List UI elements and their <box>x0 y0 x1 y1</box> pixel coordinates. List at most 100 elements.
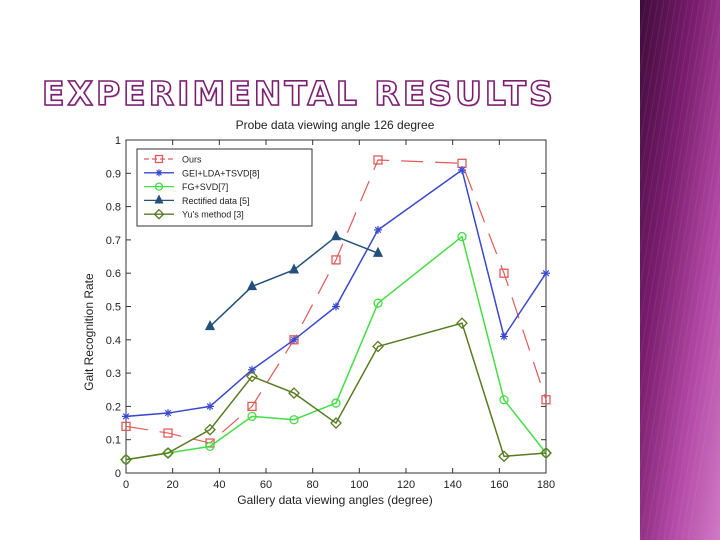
y-tick-label: 0.2 <box>106 401 121 413</box>
y-tick-label: 0.1 <box>106 435 121 447</box>
legend-entry: Yu's method [3] <box>144 208 244 220</box>
x-tick-label: 100 <box>350 479 368 491</box>
square-marker <box>121 421 131 432</box>
circle-marker <box>289 415 299 425</box>
star-marker <box>332 302 340 311</box>
y-tick-label: 0.3 <box>106 368 121 380</box>
star-marker <box>248 365 256 374</box>
star-marker <box>164 409 172 418</box>
axes: 0 20 40 60 80 100 120 140 160 180 0 0.1 0.2 0.3 0.4 0.5… <box>106 135 555 491</box>
panel-stripe <box>627 0 719 541</box>
star-marker <box>542 269 550 278</box>
panel-stripe <box>663 200 720 541</box>
legend-entry: Ours <box>144 155 202 165</box>
y-tick-label: 1 <box>115 135 121 147</box>
legend-label: GEI+LDA+TSVD[8] <box>182 168 260 178</box>
legend-box <box>136 148 313 227</box>
circle-marker <box>154 182 164 191</box>
y-axis-label: Gait Recognition Rate <box>82 273 96 391</box>
x-tick-label: 120 <box>397 479 415 491</box>
panel-stripe <box>675 272 720 541</box>
circle-marker <box>247 411 257 422</box>
star-marker <box>458 165 466 174</box>
circle-marker <box>205 441 215 452</box>
star-marker <box>155 169 163 177</box>
star-stroke <box>248 366 256 373</box>
line-chart: Probe data viewing angle 126 degree Gall… <box>82 118 555 507</box>
legend: Ours GEI+LDA+TSVD[8] FG+SVD[7] Rectified da… <box>136 148 313 227</box>
square-marker <box>154 154 164 164</box>
triangle-marker <box>288 263 300 274</box>
panel-stripe <box>687 344 720 541</box>
diamond-marker <box>204 423 216 436</box>
square-marker <box>499 268 509 278</box>
series-line <box>125 235 547 461</box>
x-axis-label: Gallery data viewing angles (degree) <box>237 493 432 507</box>
triangle-marker <box>154 194 164 204</box>
star-stroke <box>122 413 130 420</box>
series-line <box>125 168 547 418</box>
star-stroke <box>156 169 162 176</box>
y-tick-label: 0.4 <box>106 335 121 347</box>
star-marker <box>290 335 298 344</box>
triangle-marker <box>246 280 258 291</box>
diamond-marker <box>540 447 552 459</box>
circle-marker <box>373 298 383 308</box>
square-marker <box>373 155 383 165</box>
y-tick-label: 0.9 <box>106 168 121 180</box>
diamond-marker <box>372 340 384 353</box>
square-marker <box>163 428 173 438</box>
legend-label: FG+SVD[7] <box>182 182 228 192</box>
star-stroke <box>290 336 298 344</box>
diamond-marker <box>120 453 132 466</box>
decorative-side-panel <box>489 0 720 541</box>
diamond-marker <box>456 317 468 330</box>
star-marker <box>500 332 508 341</box>
diamond-marker <box>162 447 174 459</box>
circle-marker <box>499 395 509 405</box>
panel-stripe <box>639 56 720 541</box>
x-tick-label: 40 <box>213 479 225 491</box>
legend-label: Rectified data [5] <box>182 196 250 206</box>
series-4 <box>120 317 552 466</box>
star-stroke <box>542 269 550 277</box>
triangle-marker <box>204 320 216 331</box>
star-stroke <box>164 409 172 417</box>
x-tick-label: 180 <box>537 479 555 491</box>
panel-stripe <box>645 92 720 541</box>
circle-marker <box>331 398 341 408</box>
panel-fill <box>640 0 720 540</box>
panel-stripe <box>633 20 720 541</box>
star-marker <box>122 412 130 421</box>
square-marker <box>541 395 551 405</box>
legend-label: Yu's method [3] <box>182 210 244 220</box>
series-1 <box>122 165 550 421</box>
series-line <box>125 322 547 461</box>
series-layer <box>120 155 552 466</box>
star-stroke <box>332 303 340 310</box>
star-stroke <box>500 333 508 340</box>
panel-stripe <box>651 128 720 541</box>
y-tick-label: 0.8 <box>106 202 121 214</box>
side-panel-graphic <box>489 0 720 541</box>
x-tick-label: 80 <box>307 479 319 491</box>
x-tick-label: 140 <box>443 479 461 491</box>
legend-entry: Rectified data [5] <box>144 194 250 206</box>
legend-label: Ours <box>182 155 202 165</box>
panel-stripe <box>681 308 720 541</box>
y-tick-label: 0.6 <box>106 268 121 280</box>
series-line <box>209 235 379 328</box>
panel-stripe <box>669 236 720 541</box>
slide-title: EXPERIMENTAL RESULTS <box>41 73 556 114</box>
x-tick-label: 60 <box>260 479 272 491</box>
star-stroke <box>206 403 214 410</box>
legend-entry: FG+SVD[7] <box>144 182 228 192</box>
series-3 <box>204 230 384 331</box>
diamond-marker <box>498 450 510 463</box>
triangle-marker <box>330 230 342 241</box>
diamond-marker <box>153 208 165 220</box>
diamond-marker <box>288 387 300 399</box>
star-marker <box>374 225 382 234</box>
star-stroke <box>374 226 382 234</box>
square-marker <box>331 255 341 265</box>
